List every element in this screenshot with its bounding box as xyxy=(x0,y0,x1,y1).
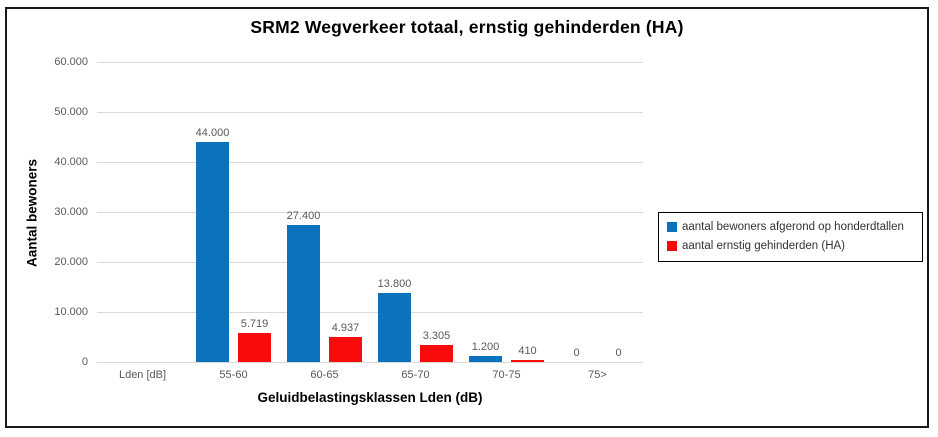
y-tick-label: 30.000 xyxy=(54,206,88,218)
bar-gehinderden-70-75: 410 xyxy=(511,345,544,362)
x-category-label: Lden [dB] xyxy=(118,369,167,381)
y-tick-label: 0 xyxy=(81,356,88,368)
x-category-label: 70-75 xyxy=(492,369,521,381)
legend-swatch-icon xyxy=(667,222,677,232)
y-tick-label: 20.000 xyxy=(54,256,88,268)
y-tick-label: 40.000 xyxy=(54,156,88,168)
plot-area: 44.000 5.719 27.400 4.937 13.800 3.305 1.200 41… xyxy=(97,62,643,363)
legend-label: aantal bewoners afgerond op honderdtalle… xyxy=(682,221,904,233)
bar-data-label: 13.800 xyxy=(377,278,412,290)
bar-data-label: 1.200 xyxy=(471,341,500,353)
category-group xyxy=(97,62,188,362)
bar-gehinderden-65-70: 3.305 xyxy=(420,330,453,362)
category-group: 44.000 5.719 xyxy=(188,62,279,362)
gridline xyxy=(97,112,643,113)
bar-gehinderden-55-60: 5.719 xyxy=(238,318,271,362)
x-category-label: 65-70 xyxy=(401,369,430,381)
category-group: 1.200 410 xyxy=(461,62,552,362)
gridline xyxy=(97,262,643,263)
bar-gehinderden-60-65: 4.937 xyxy=(329,322,362,362)
bar-bewoners-60-65: 27.400 xyxy=(287,210,320,362)
x-category-label: 55-60 xyxy=(219,369,248,381)
bar-data-label: 27.400 xyxy=(286,210,321,222)
x-category-label: 60-65 xyxy=(310,369,339,381)
legend: aantal bewoners afgerond op honderdtalle… xyxy=(658,212,923,262)
gridline xyxy=(97,162,643,163)
legend-item: aantal bewoners afgerond op honderdtalle… xyxy=(667,221,914,233)
bar-data-label: 5.719 xyxy=(240,318,269,330)
legend-swatch-icon xyxy=(667,241,677,251)
x-axis-line xyxy=(97,362,643,363)
x-axis-title: Geluidbelastingsklassen Lden (dB) xyxy=(257,390,483,405)
y-tick-label: 10.000 xyxy=(54,306,88,318)
gridline xyxy=(97,62,643,63)
gridline xyxy=(97,212,643,213)
y-tick-label: 60.000 xyxy=(54,56,88,68)
bar-data-label: 0 xyxy=(615,347,622,359)
category-group: 27.400 4.937 xyxy=(279,62,370,362)
legend-item: aantal ernstig gehinderden (HA) xyxy=(667,240,914,252)
bar-data-label: 44.000 xyxy=(195,127,230,139)
bar-bewoners-55-60: 44.000 xyxy=(196,127,229,362)
bar-data-label: 0 xyxy=(573,347,580,359)
bar-data-label: 3.305 xyxy=(422,330,451,342)
chart-title: SRM2 Wegverkeer totaal, ernstig gehinder… xyxy=(250,17,684,37)
x-category-label: 75> xyxy=(588,369,607,381)
bar-data-label: 4.937 xyxy=(331,322,360,334)
gridline xyxy=(97,312,643,313)
y-tick-label: 50.000 xyxy=(54,106,88,118)
category-group: 13.800 3.305 xyxy=(370,62,461,362)
bar-data-label: 410 xyxy=(518,345,537,357)
bar-bewoners-65-70: 13.800 xyxy=(378,278,411,362)
bar-bewoners-70-75: 1.200 xyxy=(469,341,502,362)
legend-label: aantal ernstig gehinderden (HA) xyxy=(682,240,846,252)
